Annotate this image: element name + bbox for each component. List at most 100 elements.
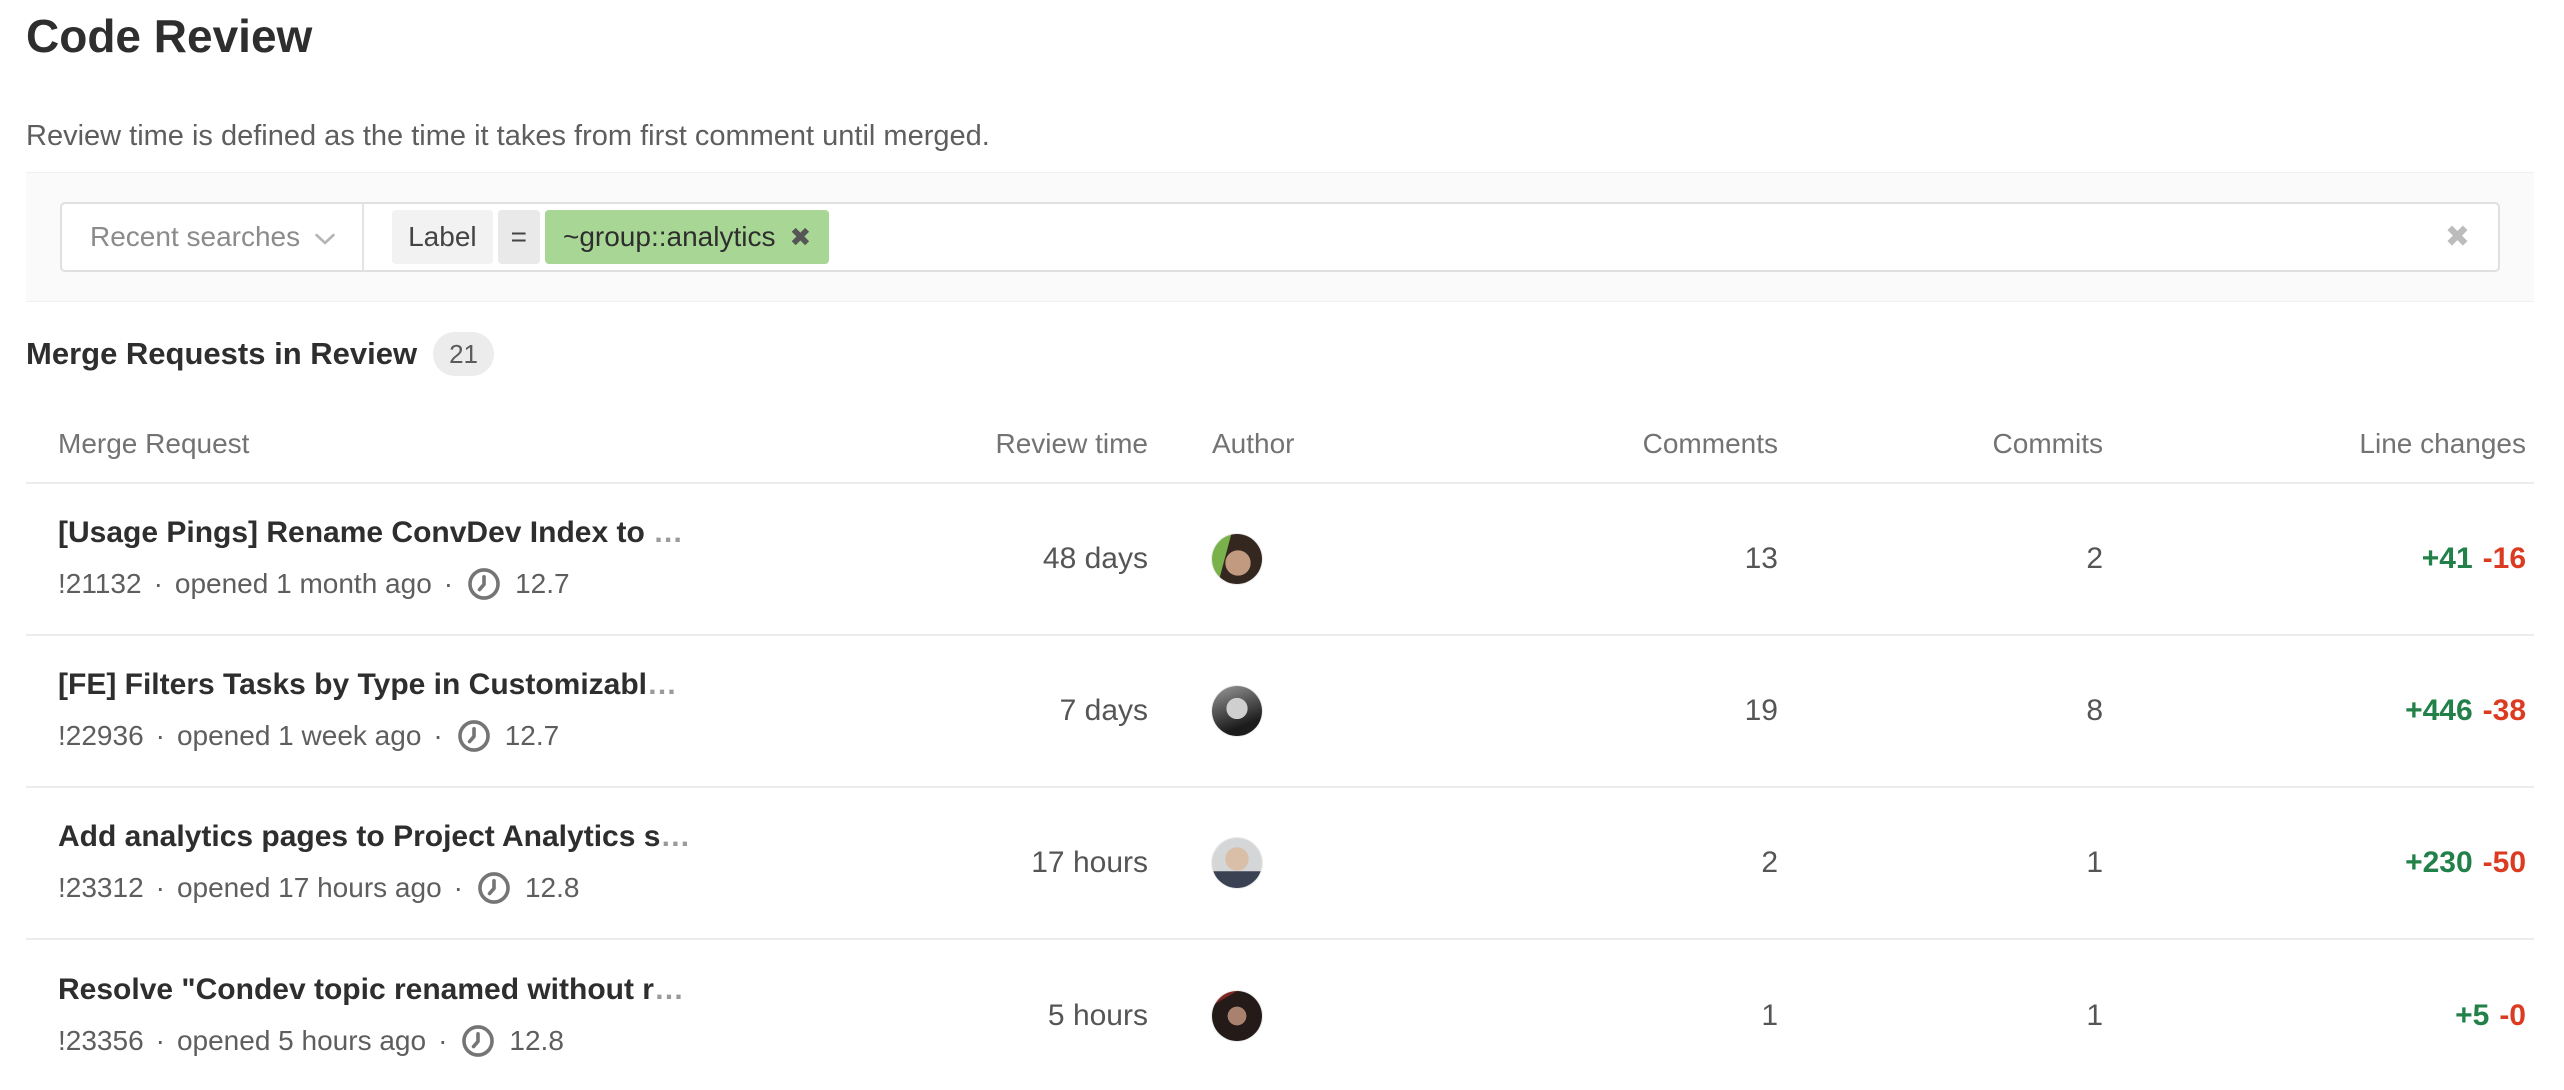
comments-value: 13 — [1744, 542, 1778, 575]
mr-opened: opened 1 week ago — [176, 720, 422, 751]
filter-token-value-text: ~group::analytics — [562, 221, 776, 252]
mr-milestone: 12.7 — [515, 568, 570, 599]
clock-icon — [468, 568, 500, 600]
mr-opened: opened 17 hours ago — [176, 872, 442, 903]
separator-dot: · — [155, 872, 165, 903]
mr-opened: opened 1 month ago — [174, 568, 432, 599]
additions-value: +230 — [2405, 846, 2473, 879]
mr-title-link[interactable]: Add analytics pages to Project Analytics… — [58, 818, 946, 856]
truncation-ellipsis: … — [654, 973, 684, 1006]
truncation-ellipsis: … — [660, 820, 691, 853]
table-row: Resolve "Condev topic renamed without r…… — [26, 940, 2534, 1090]
commits-value: 2 — [2086, 542, 2103, 575]
mr-id: !21132 — [58, 568, 142, 599]
merge-requests-table: Merge Request Review time Author Comment… — [26, 406, 2534, 1090]
clock-icon — [457, 720, 490, 752]
deletions-value: -16 — [2482, 542, 2526, 575]
remove-token-icon[interactable]: ✖ — [789, 222, 812, 252]
mr-title-text: Add analytics pages to Project Analytics… — [58, 820, 661, 853]
filter-token-operator[interactable]: = — [497, 210, 540, 264]
mr-title-text: [Usage Pings] Rename ConvDev Index to — [58, 516, 654, 549]
deletions-value: -0 — [2499, 999, 2526, 1032]
merge-request-cell: [FE] Filters Tasks by Type in Customizab… — [26, 640, 966, 782]
line-changes-cell: +446 -38 — [2111, 694, 2534, 728]
review-time-value: 17 hours — [1031, 846, 1148, 879]
separator-dot: · — [155, 720, 165, 751]
truncation-ellipsis: … — [653, 516, 684, 549]
comments-value: 2 — [1761, 846, 1778, 879]
author-avatar[interactable] — [1212, 534, 1262, 584]
mr-title-link[interactable]: [FE] Filters Tasks by Type in Customizab… — [58, 666, 946, 704]
table-header-row: Merge Request Review time Author Comment… — [26, 406, 2534, 484]
filter-token-value[interactable]: ~group::analytics ✖ — [544, 210, 830, 264]
column-header-merge-request: Merge Request — [58, 428, 250, 459]
merge-request-cell: [Usage Pings] Rename ConvDev Index to … … — [26, 488, 966, 630]
mr-milestone: 12.8 — [524, 872, 580, 903]
separator-dot: · — [153, 568, 163, 599]
separator-dot: · — [443, 568, 454, 599]
mr-id: !23312 — [58, 872, 144, 903]
page-title: Code Review — [26, 10, 313, 62]
author-cell — [1156, 534, 1416, 584]
additions-value: +41 — [2421, 542, 2473, 575]
separator-dot: · — [438, 1025, 448, 1056]
column-header-commits: Commits — [1992, 428, 2103, 459]
mr-id: !22936 — [58, 720, 144, 751]
clear-search-icon[interactable]: ✖ — [2444, 220, 2470, 254]
review-time-value: 48 days — [1042, 542, 1148, 575]
mr-milestone: 12.8 — [509, 1025, 564, 1056]
line-changes-cell: +41 -16 — [2111, 542, 2534, 576]
filter-tokens: Label = ~group::analytics ✖ — [364, 204, 830, 270]
mr-title-link[interactable]: [Usage Pings] Rename ConvDev Index to … — [58, 514, 946, 552]
page-subtitle: Review time is defined as the time it ta… — [26, 120, 990, 152]
separator-dot: · — [433, 720, 443, 751]
filtered-search-bar[interactable]: Recent searches Label = ~group::analytic… — [60, 202, 2500, 272]
author-cell — [1156, 838, 1416, 888]
column-header-author: Author — [1212, 428, 1295, 459]
column-header-line-changes: Line changes — [2359, 428, 2526, 459]
author-avatar[interactable] — [1212, 686, 1262, 736]
recent-searches-label: Recent searches — [90, 221, 301, 252]
merge-request-cell: Resolve "Condev topic renamed without r…… — [26, 945, 966, 1087]
mr-meta: !23356 · opened 5 hours ago · 12.8 — [58, 1021, 946, 1061]
author-avatar[interactable] — [1212, 991, 1262, 1041]
column-header-review-time: Review time — [995, 428, 1148, 459]
table-row: [Usage Pings] Rename ConvDev Index to … … — [26, 484, 2534, 636]
table-row: [FE] Filters Tasks by Type in Customizab… — [26, 636, 2534, 788]
line-changes-cell: +5 -0 — [2111, 999, 2534, 1033]
review-time-value: 7 days — [1059, 694, 1148, 727]
mr-title-link[interactable]: Resolve "Condev topic renamed without r… — [58, 971, 946, 1009]
mr-opened: opened 5 hours ago — [176, 1025, 427, 1056]
deletions-value: -38 — [2482, 694, 2526, 727]
additions-value: +446 — [2405, 694, 2473, 727]
separator-dot: · — [453, 872, 463, 903]
filter-token-name[interactable]: Label — [392, 210, 493, 264]
comments-value: 19 — [1744, 694, 1778, 727]
merge-request-cell: Add analytics pages to Project Analytics… — [26, 792, 966, 934]
filter-panel: Recent searches Label = ~group::analytic… — [26, 172, 2534, 302]
column-header-comments: Comments — [1642, 428, 1778, 459]
chevron-down-icon — [314, 232, 336, 246]
mr-title-text: Resolve "Condev topic renamed without r — [58, 973, 654, 1006]
table-row: Add analytics pages to Project Analytics… — [26, 788, 2534, 940]
author-cell — [1156, 991, 1416, 1041]
mr-meta: !21132 · opened 1 month ago · 12.7 — [58, 564, 946, 604]
commits-value: 1 — [2086, 999, 2103, 1032]
clock-icon — [478, 872, 510, 904]
comments-value: 1 — [1761, 999, 1778, 1032]
author-avatar[interactable] — [1212, 838, 1262, 888]
recent-searches-dropdown[interactable]: Recent searches — [62, 204, 365, 270]
commits-value: 1 — [2086, 846, 2103, 879]
review-time-value: 5 hours — [1047, 999, 1148, 1032]
mr-meta: !22936 · opened 1 week ago · 12.7 — [58, 716, 946, 756]
mr-title-text: [FE] Filters Tasks by Type in Customizab… — [58, 668, 647, 701]
count-badge: 21 — [433, 332, 494, 376]
commits-value: 8 — [2086, 694, 2103, 727]
deletions-value: -50 — [2482, 846, 2526, 879]
author-cell — [1156, 686, 1416, 736]
truncation-ellipsis: … — [647, 668, 677, 701]
mr-meta: !23312 · opened 17 hours ago · 12.8 — [58, 868, 946, 908]
mr-id: !23356 — [58, 1025, 144, 1056]
line-changes-cell: +230 -50 — [2111, 846, 2534, 880]
clock-icon — [462, 1025, 495, 1057]
